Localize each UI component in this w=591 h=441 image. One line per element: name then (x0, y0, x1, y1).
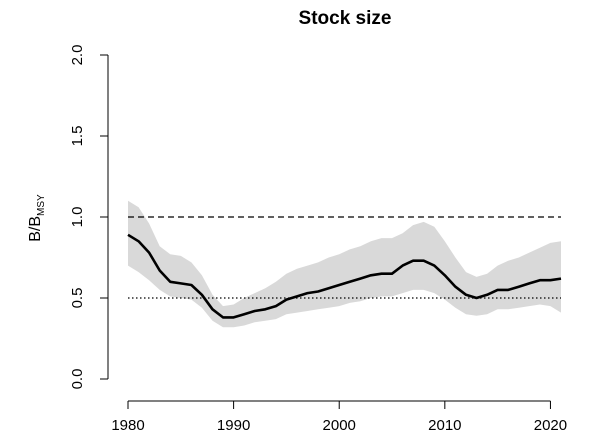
plot-area: 0.0 0.5 1.0 1.5 2.0 1980 1990 2000 2010 2020 (69, 45, 567, 434)
y-axis-label: B/BMSY (27, 194, 47, 242)
y-axis-label-main: B/B (27, 216, 44, 242)
x-tick-label: 1980 (111, 417, 144, 434)
chart-title: Stock size (299, 8, 392, 29)
y-tick-label: 0.0 (69, 369, 86, 390)
x-tick-label: 1990 (217, 417, 250, 434)
y-axis-label-subscript: MSY (36, 194, 47, 216)
x-tick-label: 2000 (323, 417, 356, 434)
confidence-band (128, 200, 561, 328)
series-line (127, 233, 562, 319)
y-tick-label: 2.0 (69, 45, 86, 66)
y-tick-label: 1.0 (69, 207, 86, 228)
y-tick-label: 0.5 (69, 288, 86, 309)
x-tick-label: 2010 (428, 417, 461, 434)
y-tick-label: 1.5 (69, 126, 86, 147)
x-tick-label: 2020 (534, 417, 567, 434)
